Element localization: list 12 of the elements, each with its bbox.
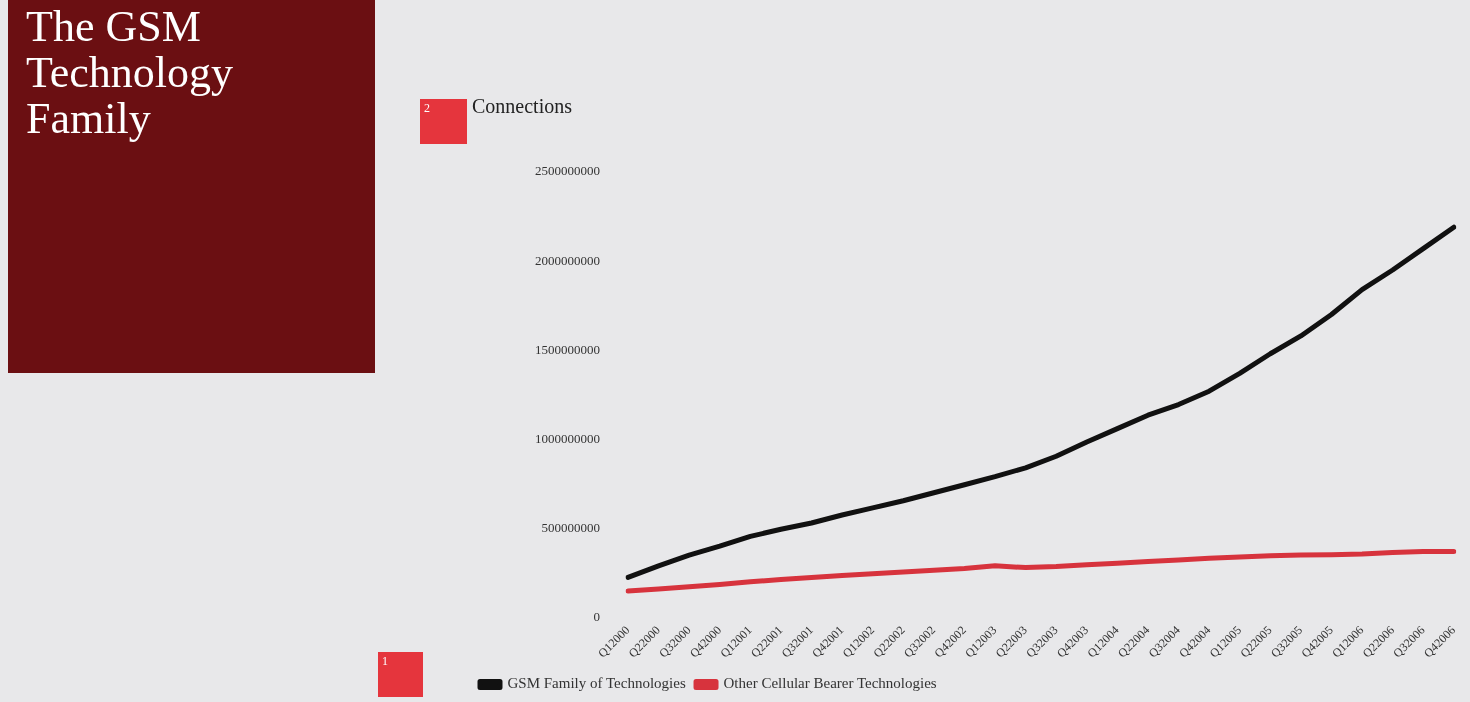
y-tick-label: 2500000000 xyxy=(535,163,600,179)
legend-label: GSM Family of Technologies xyxy=(507,675,686,692)
legend-label: Other Cellular Bearer Technologies xyxy=(723,675,937,692)
y-tick-label: 2000000000 xyxy=(535,252,600,268)
y-tick-label: 0 xyxy=(593,608,600,624)
text: 2 xyxy=(420,99,467,144)
y-tick-label: 1000000000 xyxy=(535,430,600,446)
text: The GSM Technology Family xyxy=(26,2,235,143)
text: 1 xyxy=(378,652,423,697)
y-axis-title: Connections xyxy=(472,95,573,118)
y-tick-label: 1500000000 xyxy=(535,341,600,357)
y-tick-label: 500000000 xyxy=(541,519,600,535)
